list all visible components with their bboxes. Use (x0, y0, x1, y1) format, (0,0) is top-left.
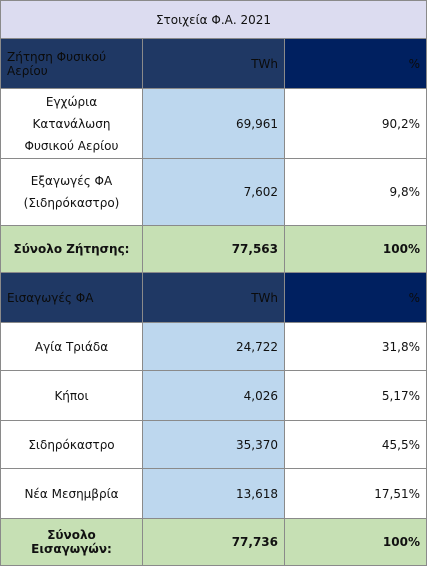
data-row: Αγία Τριάδα 24,722 31,8% (0, 322, 427, 371)
header-row-cell: Ζήτηση Φυσικού Αερίου (0, 38, 143, 89)
data-row: Εξαγωγές ΦΑ (Σιδηρόκαστρο) 7,602 9,8% (0, 158, 427, 226)
header-row: Εισαγωγές ΦΑ TWh% (0, 272, 427, 323)
data-row-cell: 7,602 (142, 158, 285, 226)
data-row-cell: 17,51% (284, 468, 427, 519)
data-row-cell: 35,370 (142, 420, 285, 469)
data-row-cell: Αγία Τριάδα (0, 322, 143, 371)
data-row: Νέα Μεσημβρία 13,618 17,51% (0, 468, 427, 519)
total-row: Σύνολο Εισαγωγών: 77,736 100% (0, 518, 427, 566)
data-row-cell: 9,8% (284, 158, 427, 226)
header-row: Ζήτηση Φυσικού Αερίου TWh% (0, 38, 427, 89)
data-row-cell: 4,026 (142, 370, 285, 421)
header-row-cell: TWh (142, 38, 285, 89)
header-row-cell: % (284, 38, 427, 89)
data-row-cell: 90,2% (284, 88, 427, 159)
data-row: Εγχώρια Κατανάλωση Φυσικού Αερίου 69,961 9… (0, 88, 427, 159)
header-row-cell: Εισαγωγές ΦΑ (0, 272, 143, 323)
total-row-cell: 100% (284, 518, 427, 566)
data-row-cell: Νέα Μεσημβρία (0, 468, 143, 519)
data-row-cell: Κήποι (0, 370, 143, 421)
data-row-cell: 5,17% (284, 370, 427, 421)
header-row-cell: % (284, 272, 427, 323)
data-row: Κήποι 4,026 5,17% (0, 370, 427, 421)
total-row-cell: 100% (284, 225, 427, 273)
total-row-cell: Σύνολο Εισαγωγών: (0, 518, 143, 566)
data-row-cell: Εξαγωγές ΦΑ (Σιδηρόκαστρο) (0, 158, 143, 226)
total-row-cell: Σύνολο Ζήτησης: (0, 225, 143, 273)
table-title: Στοιχεία Φ.Α. 2021 (0, 0, 427, 39)
data-row-cell: 31,8% (284, 322, 427, 371)
header-row-cell: TWh (142, 272, 285, 323)
title-row: Στοιχεία Φ.Α. 2021 (0, 0, 427, 39)
data-row-cell: Εγχώρια Κατανάλωση Φυσικού Αερίου (0, 88, 143, 159)
total-row-cell: 77,736 (142, 518, 285, 566)
data-row-cell: Σιδηρόκαστρο (0, 420, 143, 469)
data-row: Σιδηρόκαστρο 35,370 45,5% (0, 420, 427, 469)
data-row-cell: 24,722 (142, 322, 285, 371)
data-row-cell: 13,618 (142, 468, 285, 519)
data-row-cell: 69,961 (142, 88, 285, 159)
total-row-cell: 77,563 (142, 225, 285, 273)
data-row-cell: 45,5% (284, 420, 427, 469)
total-row: Σύνολο Ζήτησης: 77,563 100% (0, 225, 427, 273)
